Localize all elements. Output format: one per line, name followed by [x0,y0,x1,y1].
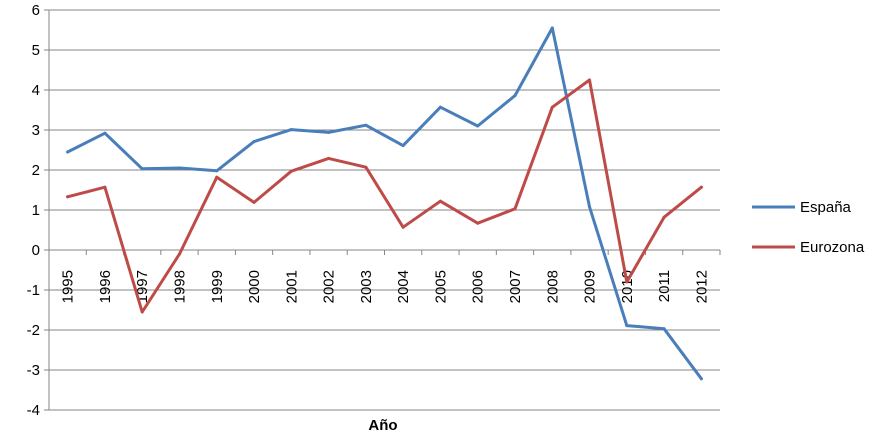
data-point [215,169,219,173]
data-point [438,105,442,109]
data-point [252,200,256,204]
data-point [252,140,256,144]
data-point [625,324,629,328]
data-point [401,144,405,148]
data-point [438,199,442,203]
data-point [103,185,107,189]
x-tick-label: 1995 [60,270,77,303]
x-axis-tick-labels: 1995 1996 1997 1998 1999 2000 2001 2002 2003 2004… [60,270,711,303]
data-point [476,221,480,225]
y-tick-label: 1 [32,202,40,219]
x-tick-label: 2002 [321,270,338,303]
legend: España Eurozona [752,199,865,256]
y-tick-label: 6 [32,2,40,19]
y-axis-tick-labels: -4 -3 -2 -1 0 1 2 3 4 5 6 [27,2,40,419]
y-tick-label: 0 [32,242,40,259]
data-point [513,94,517,98]
data-point [699,185,703,189]
y-tick-label: 5 [32,42,40,59]
data-point [364,165,368,169]
series-lines [66,26,703,381]
legend-label: España [800,199,852,216]
y-tick-label: 4 [32,82,40,99]
x-tick-label: 2007 [507,270,524,303]
data-point [140,167,144,171]
data-point [550,105,554,109]
legend-label: Eurozona [800,239,865,256]
data-point [140,310,144,314]
y-tick-label: -3 [27,362,40,379]
y-tick-label: -4 [27,402,40,419]
data-point [662,215,666,219]
x-tick-label: 2006 [470,270,487,303]
x-tick-label: 1999 [209,270,226,303]
x-tick-label: 2003 [358,270,375,303]
x-tick-label: 2012 [693,270,710,303]
y-tick-label: 2 [32,162,40,179]
data-point [364,123,368,127]
y-tick-label: -1 [27,282,40,299]
x-tick-label: 2010 [619,270,636,303]
data-point [625,280,629,284]
x-tick-label: 2008 [544,270,561,303]
series-line-eurozona [66,78,703,314]
gridlines [49,9,720,411]
data-point [327,156,331,160]
x-tick-label: 1998 [171,270,188,303]
data-point [662,327,666,331]
data-point [513,207,517,211]
data-point [588,78,592,82]
data-point [215,175,219,179]
data-point [588,205,592,209]
data-point [476,124,480,128]
data-point [289,128,293,132]
data-point [699,377,703,381]
data-point [66,150,70,154]
x-tick-label: 2000 [246,270,263,303]
x-tick-label: 2005 [432,270,449,303]
data-point [103,131,107,135]
x-tick-label: 2004 [395,270,412,303]
x-tick-label: 2011 [656,270,673,302]
data-point [177,166,181,170]
data-point [550,26,554,30]
data-point [327,130,331,134]
data-point [401,225,405,229]
x-tick-label: 2001 [283,270,300,303]
data-point [289,169,293,173]
data-point [66,195,70,199]
y-tick-label: -2 [27,322,40,339]
y-tick-label: 3 [32,122,40,139]
x-tick-label: 2009 [582,270,599,303]
x-tick-label: 1996 [97,270,114,303]
data-point [177,252,181,256]
x-axis-title: Año [368,417,397,434]
series-line-espana [66,26,703,381]
